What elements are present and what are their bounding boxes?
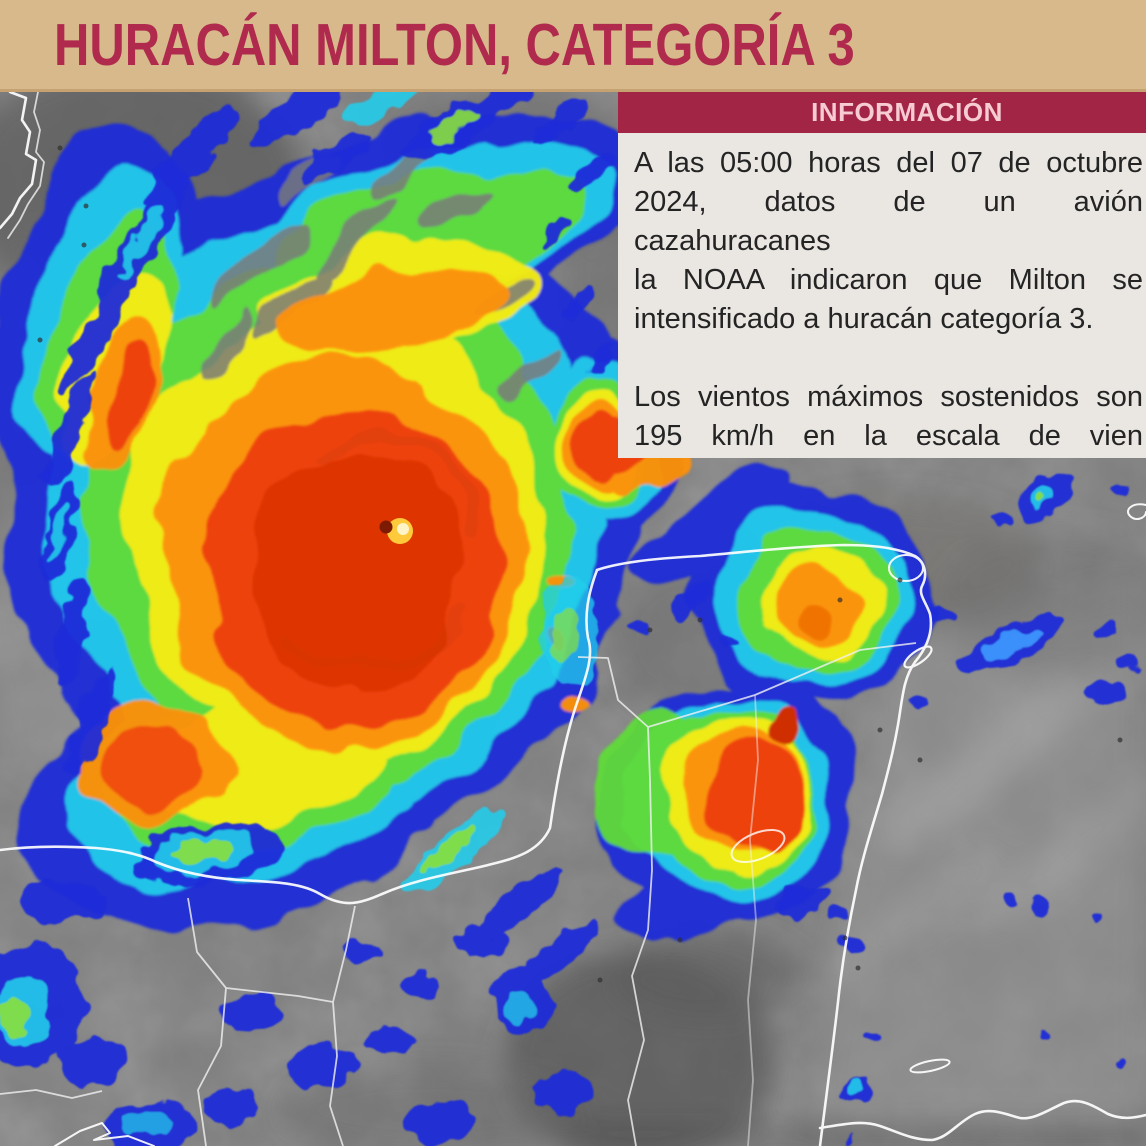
hurricane-cloud-layer [0, 112, 932, 950]
info-panel-header: INFORMACIÓN [618, 92, 1146, 133]
info-text-line: intensificado a huracán categoría 3. [634, 303, 1094, 335]
info-text-line: la NOAA indicaron que Milton se [634, 264, 1143, 296]
info-text-line: huracanados de Saffir-Simpson. [634, 456, 1143, 458]
paragraph-spacer [634, 339, 1143, 378]
boundary-layer [0, 642, 917, 1146]
info-text-line: 2024, datos de un avión cazahuracanes [634, 186, 1143, 257]
info-panel: INFORMACIÓN A las 05:00 horas del 07 de … [618, 92, 1146, 458]
rain-speckle-layer [0, 76, 1140, 1146]
info-text-line: A las 05:00 horas del 07 de octubre [634, 147, 1143, 179]
coastline-layer [0, 90, 1146, 1146]
info-text-line: Los vientos máximos sostenidos son [634, 381, 1143, 413]
info-panel-body: A las 05:00 horas del 07 de octubre 2024… [618, 133, 1146, 458]
page-title: HURACÁN MILTON, CATEGORÍA 3 [54, 11, 855, 78]
noise-dots [37, 145, 1123, 983]
title-banner: HURACÁN MILTON, CATEGORÍA 3 [0, 0, 1146, 92]
info-text-line: 195 km/h en la escala de vien [634, 420, 1143, 452]
hurricane-eye [379, 518, 413, 544]
